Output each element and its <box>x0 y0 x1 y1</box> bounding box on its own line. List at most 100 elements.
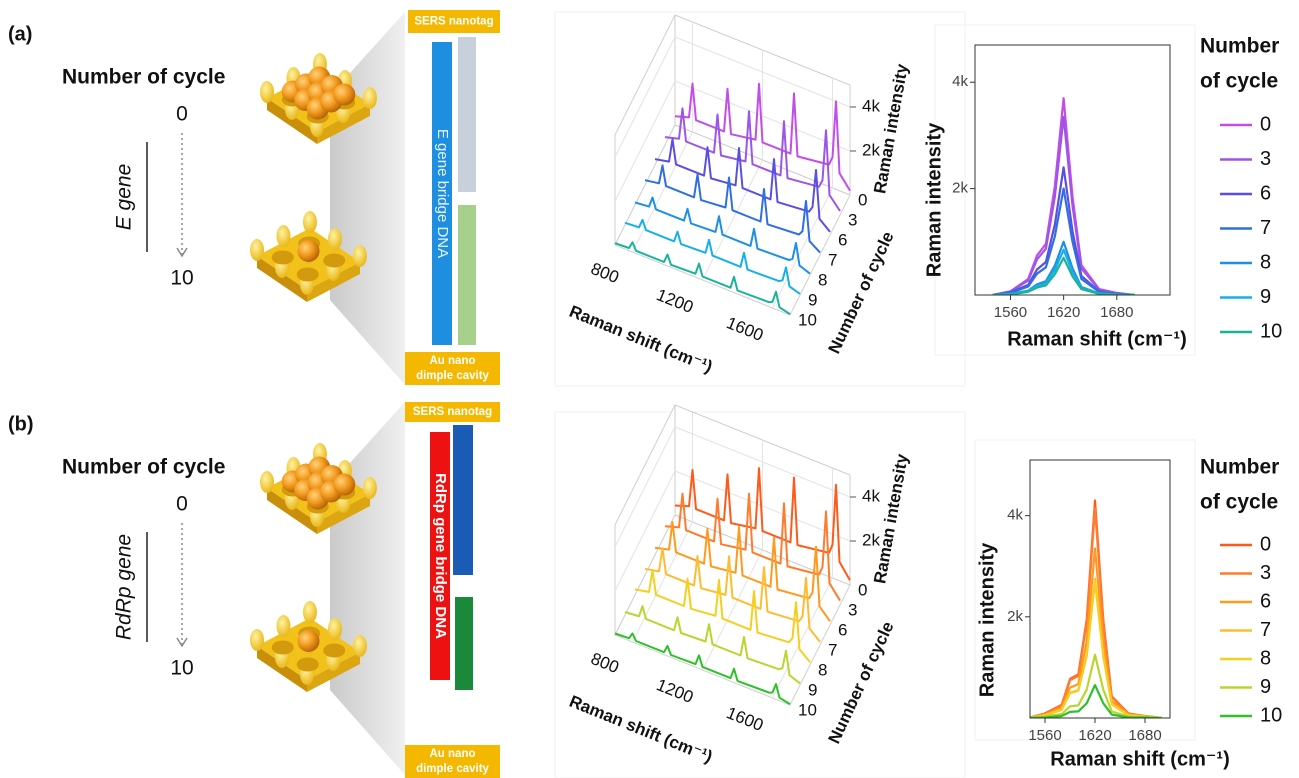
spectrum-line <box>1028 549 1161 719</box>
z-tick-label: 8 <box>818 660 827 679</box>
substrate-bump <box>276 615 290 637</box>
cycle-start: 0 <box>176 103 188 126</box>
spectrum-line <box>993 117 1135 295</box>
z-tick-label: 10 <box>798 310 817 329</box>
dimple <box>272 641 294 655</box>
y-tick-label: 2k <box>1007 608 1023 625</box>
legend-label: 3 <box>1260 562 1271 584</box>
z-tick-label: 10 <box>798 700 817 719</box>
x-tick-label: 1680 <box>1100 304 1133 321</box>
cycle-end: 10 <box>170 657 193 680</box>
x-tick-label: 1560 <box>994 304 1027 321</box>
spectrum-line <box>1028 581 1161 718</box>
legend-label: 3 <box>1260 148 1271 170</box>
y-tick-label: 4k <box>862 96 880 115</box>
sers-nanotag-sphere <box>298 630 320 652</box>
spectrum-line <box>993 167 1135 295</box>
x-tick-label: 1680 <box>1128 727 1161 744</box>
sers-nanotag-sphere <box>333 84 355 106</box>
top-label: SERS nanotag <box>414 16 493 28</box>
z-tick-label: 3 <box>848 600 857 619</box>
spectrum-line <box>1028 579 1161 718</box>
substrate-bump <box>363 87 377 109</box>
zoom-fan <box>330 402 405 775</box>
substrate-bump <box>276 225 290 247</box>
dimple <box>297 658 319 672</box>
z-tick-label: 7 <box>828 640 837 659</box>
legend-label: 8 <box>1260 251 1271 273</box>
zoom-fan <box>330 12 405 385</box>
dimple <box>272 251 294 265</box>
legend-label: 7 <box>1260 619 1271 641</box>
panel-label: (a) <box>8 23 32 45</box>
z-tick-label: 3 <box>848 210 857 229</box>
z-tick-label: 0 <box>858 190 867 209</box>
z-tick-label: 7 <box>828 250 837 269</box>
cycle-axis-title: Number of cycle <box>62 456 225 479</box>
substrate-bump <box>353 245 367 267</box>
bottom-label: Au nano <box>430 748 476 760</box>
x-tick-label: 1620 <box>1047 304 1080 321</box>
panel-schematic: (b)Number of cycle010RdRp geneRdRp gene … <box>8 402 500 778</box>
legend-label: 9 <box>1260 676 1271 698</box>
legend-title: of cycle <box>1200 491 1278 514</box>
z-tick-label: 6 <box>838 230 847 249</box>
substrate-bump <box>353 635 367 657</box>
y-tick-label: 4k <box>952 73 968 90</box>
bridge-label: E gene bridge DNA <box>434 129 451 258</box>
legend-label: 10 <box>1260 704 1282 726</box>
z-axis-label: Number of cycle <box>825 619 898 747</box>
bottom-label: dimple cavity <box>416 763 489 775</box>
capture-dna <box>458 37 476 192</box>
substrate-bump <box>260 81 274 103</box>
substrate-bump <box>303 211 317 233</box>
z-axis-label: Number of cycle <box>825 229 898 357</box>
substrate-bump <box>328 618 342 640</box>
probe-dna <box>458 205 476 345</box>
z-tick-label: 0 <box>858 580 867 599</box>
y-axis-label: Raman intensity <box>976 542 998 697</box>
legend-label: 6 <box>1260 590 1271 612</box>
y-tick-label: 4k <box>862 486 880 505</box>
x-axis-label: Raman shift (cm⁻¹) <box>1007 328 1186 350</box>
legend-title: of cycle <box>1200 70 1278 93</box>
legend-label: 0 <box>1260 113 1271 135</box>
y-axis-label: Raman intensity <box>870 62 912 195</box>
legend-label: 8 <box>1260 647 1271 669</box>
cycle-start: 0 <box>176 493 188 516</box>
cycle-axis-title: Number of cycle <box>62 66 225 89</box>
y-tick-label: 4k <box>1007 507 1023 524</box>
legend-label: 7 <box>1260 217 1271 239</box>
y-axis-label: Raman intensity <box>923 122 945 277</box>
gene-label: E gene <box>113 164 136 231</box>
legend-title: Number <box>1200 456 1279 479</box>
dimple <box>323 644 345 658</box>
z-tick-label: 6 <box>838 620 847 639</box>
x-tick-label: 1600 <box>724 313 766 345</box>
x-axis-label: Raman shift (cm⁻¹) <box>567 302 716 377</box>
cycle-end: 10 <box>170 267 193 290</box>
x-tick-label: 1620 <box>1078 727 1111 744</box>
y-axis-label: Raman intensity <box>870 452 912 585</box>
y-tick-label: 2k <box>952 180 968 197</box>
x-tick-label: 800 <box>588 649 621 677</box>
substrate-bump <box>328 228 342 250</box>
legend-label: 10 <box>1260 320 1282 342</box>
probe-dna <box>455 597 473 690</box>
substrate-bump <box>303 601 317 623</box>
plot-frame <box>975 45 1170 295</box>
capture-dna <box>453 425 473 575</box>
legend-label: 6 <box>1260 182 1271 204</box>
substrate-bump <box>260 471 274 493</box>
z-tick-label: 8 <box>818 270 827 289</box>
legend-label: 9 <box>1260 286 1271 308</box>
panel-schematic: (a) Number of cycle 0 10 E gene E gene bridge… <box>8 10 500 385</box>
sers-nanotag-sphere <box>333 474 355 496</box>
bottom-label: Au nano <box>430 355 476 367</box>
x-tick-label: 1200 <box>654 285 696 317</box>
line-chart: 1560 1620 1680 2k 4k Raman shift (cm⁻¹) Raman … <box>923 25 1282 355</box>
substrate-bump <box>363 477 377 499</box>
